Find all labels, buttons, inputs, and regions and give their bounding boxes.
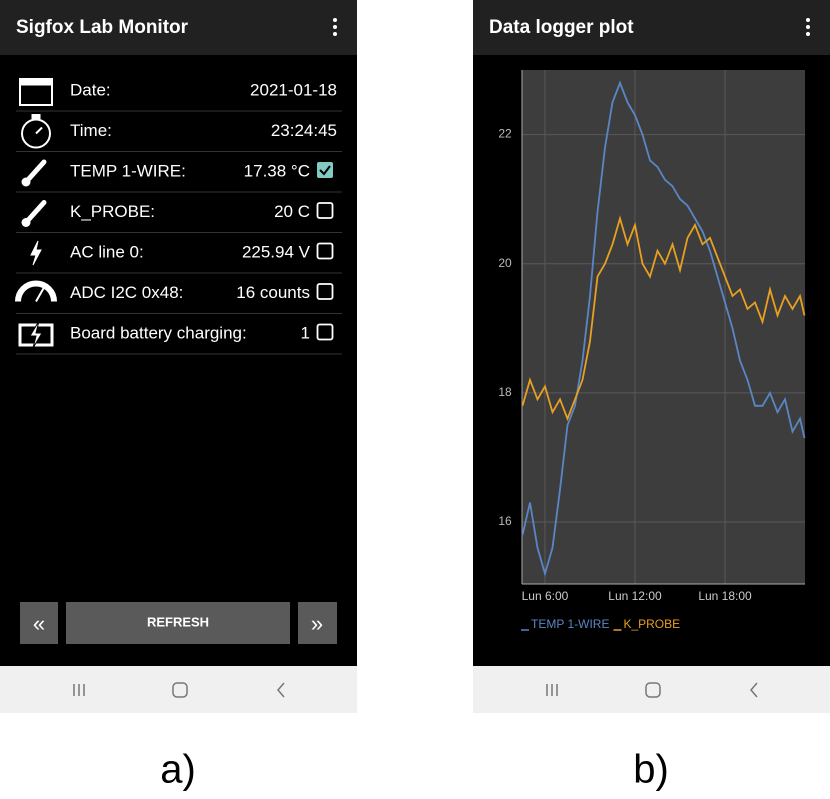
icon-part xyxy=(21,118,51,149)
data-line xyxy=(521,215,806,422)
row-value: 17.38 °C xyxy=(244,161,310,180)
next-button[interactable] xyxy=(298,602,337,644)
icon-part xyxy=(31,114,41,119)
row-value: 23:24:45 xyxy=(271,121,337,140)
plot-area xyxy=(522,70,805,584)
refresh-button[interactable] xyxy=(66,602,290,644)
checkbox[interactable] xyxy=(316,323,334,341)
x-tick-label: Lun 6:00 xyxy=(522,589,569,603)
checkbox[interactable] xyxy=(317,162,333,178)
plot: 16 18 20 22 Lun 6:00 Lun 12:00 Lun 18:00 TEMP 1… xyxy=(498,70,806,631)
icon-part xyxy=(19,78,53,86)
legend-label: K_PROBE xyxy=(623,617,680,631)
row-value: 225.94 V xyxy=(242,242,311,261)
caption-a: a) xyxy=(160,748,196,792)
row-label: TEMP 1-WIRE: xyxy=(70,161,186,180)
right-header xyxy=(473,0,830,55)
menu-icon[interactable] xyxy=(806,18,810,36)
checkbox[interactable] xyxy=(316,242,334,260)
row-value: 16 counts xyxy=(236,283,310,302)
icon-part xyxy=(30,240,42,266)
checkbox[interactable] xyxy=(316,283,334,300)
caption-b: b) xyxy=(633,748,669,792)
checkbox[interactable] xyxy=(316,202,334,219)
left-header xyxy=(0,0,357,55)
x-tick-label: Lun 12:00 xyxy=(608,589,662,603)
next-button-label[interactable]: » xyxy=(311,611,323,636)
left-title: Sigfox Lab Monitor xyxy=(16,17,189,38)
icon-part xyxy=(21,218,31,227)
row-label: K_PROBE: xyxy=(70,202,155,221)
prev-button-label[interactable]: « xyxy=(33,611,45,636)
icon-part xyxy=(29,320,43,349)
row-value: 20 C xyxy=(274,202,310,221)
row-icon xyxy=(21,114,51,149)
prev-button[interactable] xyxy=(20,602,58,644)
row-icon xyxy=(15,280,57,302)
row-icon xyxy=(30,240,42,266)
row-icon xyxy=(18,320,54,349)
right-nav-bar xyxy=(473,666,830,713)
row-icon xyxy=(21,159,47,187)
y-tick-label: 20 xyxy=(498,256,512,270)
left-nav-bar xyxy=(0,666,357,713)
icon-part xyxy=(21,177,31,187)
row-label: Board battery charging: xyxy=(70,323,247,342)
x-tick-label: Lun 18:00 xyxy=(698,589,752,603)
row-label: AC line 0: xyxy=(70,242,144,261)
row-value: 1 xyxy=(301,323,310,342)
y-tick-label: 22 xyxy=(498,127,512,141)
row-icon xyxy=(21,200,47,227)
menu-icon[interactable] xyxy=(333,18,337,36)
row-value: 2021-01-18 xyxy=(250,80,337,99)
row-label: ADC I2C 0x48: xyxy=(70,283,183,302)
icon-part xyxy=(35,287,45,302)
icon-part xyxy=(15,280,57,302)
row-icon xyxy=(19,78,53,106)
right-title: Data logger plot xyxy=(489,17,634,38)
y-tick-label: 16 xyxy=(498,514,512,528)
row-label: Date: xyxy=(70,80,111,99)
data-line xyxy=(521,80,806,577)
refresh-button-label[interactable]: REFRESH xyxy=(147,614,209,629)
icon-part xyxy=(35,126,43,135)
legend-label: TEMP 1-WIRE xyxy=(531,617,609,631)
y-tick-label: 18 xyxy=(498,385,512,399)
checkmark xyxy=(319,165,331,176)
row-label: Time: xyxy=(70,121,112,140)
icon-part xyxy=(18,323,54,347)
